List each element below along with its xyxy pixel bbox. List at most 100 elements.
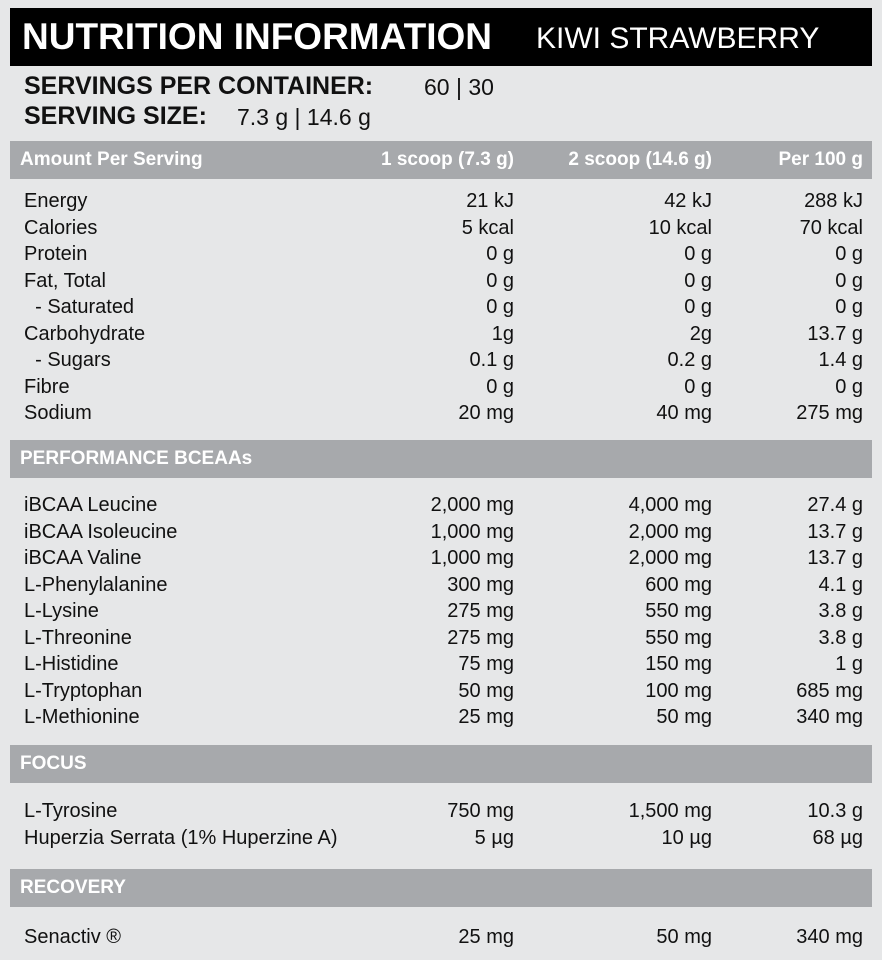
nutrient-name: - Saturated	[24, 296, 135, 318]
column-header: 1 scoop (7.3 g)	[380, 149, 514, 170]
size-label: SERVING SIZE:	[24, 102, 207, 130]
nutrient-name: Fat, Total	[24, 269, 106, 292]
nutrient-value: 1,000 mg	[430, 520, 514, 543]
nutrient-value: 4,000 mg	[628, 494, 712, 516]
nutrient-value: 1 g	[835, 653, 863, 675]
nutrient-value: 1,500 mg	[628, 800, 712, 822]
nutrient-value: 2,000 mg	[430, 494, 514, 516]
nutrient-name: iBCAA Isoleucine	[24, 520, 178, 543]
nutrient-name: iBCAA Leucine	[24, 494, 158, 516]
nutrient-value: 50 mg	[458, 679, 514, 702]
nutrient-value: 27.4 g	[807, 494, 863, 516]
nutrient-value: 0 g	[684, 269, 712, 292]
nutrient-value: 25 mg	[458, 926, 514, 948]
nutrient-name: Protein	[24, 243, 88, 265]
title-bar: NUTRITION INFORMATION KIWI STRAWBERRY	[10, 8, 872, 66]
nutrient-value: 0 g	[835, 243, 863, 265]
nutrient-name: L-Lysine	[24, 600, 99, 622]
nutrient-value: 3.8 g	[818, 626, 863, 649]
nutrient-value: 288 kJ	[804, 190, 863, 212]
column-header: Amount Per Serving	[20, 149, 203, 170]
nutrient-name: Senactiv ®	[24, 926, 122, 948]
size-value: 7.3 g | 14.6 g	[237, 104, 371, 130]
nutrient-value: 2g	[689, 322, 712, 345]
nutrient-value: 20 mg	[458, 402, 514, 424]
nutrient-value: 0 g	[684, 296, 712, 318]
section-bar	[10, 869, 872, 907]
nutrient-value: 150 mg	[645, 653, 712, 675]
nutrient-value: 5 µg	[474, 826, 514, 849]
nutrient-value: 13.7 g	[807, 322, 863, 345]
nutrient-value: 25 mg	[458, 706, 514, 728]
nutrient-value: 21 kJ	[466, 190, 514, 212]
section-heading: PERFORMANCE BCEAAs	[20, 448, 253, 469]
nutrient-value: 100 mg	[645, 679, 712, 702]
nutrient-value: 275 mg	[796, 402, 863, 424]
servings-value: 60 | 30	[424, 74, 494, 100]
nutrient-value: 0 g	[835, 375, 863, 398]
nutrient-value: 70 kcal	[799, 216, 863, 239]
nutrient-name: - Sugars	[24, 349, 111, 371]
nutrient-name: L-Tryptophan	[24, 679, 143, 702]
nutrient-name: L-Methionine	[24, 706, 140, 728]
nutrient-name: iBCAA Valine	[24, 547, 142, 569]
nutrient-value: 0 g	[486, 269, 514, 292]
nutrient-value: 75 mg	[458, 653, 514, 675]
section-heading: FOCUS	[20, 753, 87, 774]
nutrient-value: 0 g	[835, 296, 863, 318]
nutrient-value: 275 mg	[447, 626, 514, 649]
nutrient-value: 2,000 mg	[628, 547, 712, 569]
nutrient-value: 2,000 mg	[628, 520, 712, 543]
column-header: 2 scoop (14.6 g)	[568, 149, 712, 170]
nutrient-value: 1,000 mg	[430, 547, 514, 569]
nutrient-value: 10 µg	[661, 826, 712, 849]
nutrient-value: 275 mg	[447, 600, 514, 622]
nutrient-value: 5 kcal	[461, 216, 514, 239]
servings-label: SERVINGS PER CONTAINER:	[24, 72, 374, 100]
nutrient-name: Huperzia Serrata (1% Huperzine A)	[24, 826, 338, 849]
nutrient-value: 0 g	[835, 269, 863, 292]
nutrient-value: 0 g	[684, 375, 712, 398]
nutrient-value: 13.7 g	[807, 520, 863, 543]
nutrient-value: 1.4 g	[818, 349, 863, 371]
nutrient-name: L-Histidine	[24, 653, 119, 675]
nutrient-name: Sodium	[24, 402, 92, 424]
section-bar	[10, 440, 872, 478]
nutrient-value: 340 mg	[796, 706, 863, 728]
subtitle: KIWI STRAWBERRY	[536, 22, 820, 55]
section-bar	[10, 745, 872, 783]
section-heading: RECOVERY	[20, 877, 126, 898]
nutrient-value: 42 kJ	[664, 190, 712, 212]
nutrient-value: 4.1 g	[818, 573, 863, 596]
nutrient-value: 0.2 g	[667, 349, 712, 371]
nutrient-value: 0 g	[486, 375, 514, 398]
nutrient-name: L-Threonine	[24, 626, 132, 649]
title: NUTRITION INFORMATION	[22, 16, 492, 57]
nutrient-value: 550 mg	[645, 600, 712, 622]
nutrient-value: 10.3 g	[807, 800, 863, 822]
nutrient-value: 10 kcal	[648, 216, 712, 239]
nutrient-value: 0 g	[684, 243, 712, 265]
nutrient-value: 13.7 g	[807, 547, 863, 569]
column-header: Per 100 g	[778, 149, 864, 170]
nutrient-name: Calories	[24, 216, 98, 239]
nutrient-value: 600 mg	[645, 573, 712, 596]
nutrient-name: Energy	[24, 190, 88, 212]
nutrient-value: 50 mg	[656, 926, 712, 948]
nutrient-value: 0 g	[486, 243, 514, 265]
nutrient-value: 0.1 g	[469, 349, 514, 371]
nutrient-value: 40 mg	[656, 402, 712, 424]
nutrient-value: 685 mg	[796, 679, 863, 702]
nutrient-value: 68 µg	[812, 826, 863, 849]
header-bar	[10, 141, 872, 179]
nutrient-value: 550 mg	[645, 626, 712, 649]
nutrient-value: 3.8 g	[818, 600, 863, 622]
nutrient-name: L-Tyrosine	[24, 800, 118, 822]
nutrient-value: 0 g	[486, 296, 514, 318]
nutrient-value: 50 mg	[656, 706, 712, 728]
nutrient-value: 1g	[491, 322, 514, 345]
nutrient-name: L-Phenylalanine	[24, 573, 168, 596]
nutrient-value: 340 mg	[796, 926, 863, 948]
nutrient-value: 750 mg	[447, 800, 514, 822]
